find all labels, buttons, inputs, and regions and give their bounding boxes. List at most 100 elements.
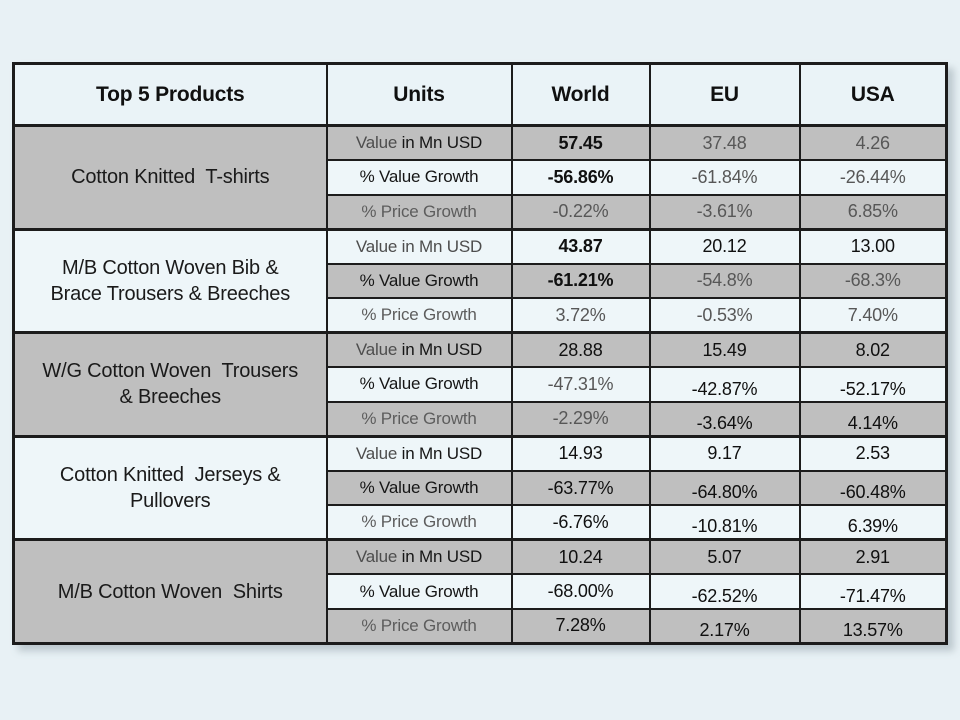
- table-row: % Price Growth -0.22% -3.61% 6.85%: [14, 193, 948, 231]
- table-row: % Value Growth -47.31% -42.87% -52.17%: [14, 366, 948, 403]
- unit-label-part: Value: [355, 133, 402, 153]
- unit-label-part: in Mn USD: [401, 547, 483, 567]
- value-cell-usa: 4.14%: [798, 400, 948, 438]
- value-cell-world: -56.86%: [510, 159, 651, 196]
- table-row: M/B Cotton Woven Bib & Brace Trousers & …: [12, 227, 948, 334]
- table-row: M/B Cotton Woven Shirts Value in Mn USD …: [12, 538, 948, 645]
- product-cell: M/B Cotton Woven Bib & Brace Trousers & …: [12, 227, 328, 334]
- value-cell-usa: 6.39%: [798, 504, 948, 541]
- unit-cell: % Price Growth: [325, 400, 513, 438]
- unit-cell: Value in Mn USD: [325, 331, 513, 369]
- col-header-usa: USA: [798, 62, 948, 127]
- value-cell-eu: 2.17%: [648, 607, 801, 645]
- value-cell-world: -47.31%: [510, 366, 651, 403]
- unit-label-part: in Mn USD: [401, 236, 483, 256]
- value-cell-eu: -61.84%: [648, 159, 801, 196]
- top5-products-table: Top 5 Products Units World EU USA Cotton…: [12, 62, 948, 645]
- value-cell-usa: -71.47%: [798, 573, 948, 610]
- unit-label-part: % Price Growth: [361, 512, 477, 532]
- unit-cell: % Price Growth: [325, 607, 513, 645]
- product-group-3: W/G Cotton Woven Trousers & Breeches Val…: [12, 331, 948, 438]
- value-cell-eu: 9.17: [648, 434, 801, 472]
- value-cell-world: 7.28%: [510, 607, 651, 645]
- unit-label-part: % Value Growth: [359, 167, 479, 187]
- value-cell-world: 14.93: [510, 434, 651, 472]
- unit-cell: % Value Growth: [325, 262, 513, 300]
- table-row: Cotton Knitted T-shirts Value in Mn USD …: [12, 124, 948, 231]
- value-cell-eu: -3.64%: [648, 400, 801, 438]
- unit-label-part: % Price Growth: [361, 201, 477, 221]
- product-cell: Cotton Knitted Jerseys & Pullovers: [12, 434, 328, 541]
- table-row: % Value Growth -61.21% -54.8% -68.3%: [14, 262, 948, 300]
- value-cell-world: 43.87: [510, 227, 651, 265]
- value-cell-world: 3.72%: [510, 297, 651, 334]
- product-group-1: Cotton Knitted T-shirts Value in Mn USD …: [12, 124, 948, 231]
- unit-cell: % Price Growth: [325, 193, 513, 231]
- unit-cell: % Value Growth: [325, 366, 513, 403]
- value-cell-eu: 15.49: [648, 331, 801, 369]
- value-cell-usa: 2.53: [798, 434, 948, 472]
- unit-label-part: Value: [355, 547, 402, 567]
- table-row: % Value Growth -63.77% -64.80% -60.48%: [14, 469, 948, 507]
- value-cell-eu: -0.53%: [648, 297, 801, 334]
- unit-label-part: % Price Growth: [361, 305, 477, 325]
- table-row: % Price Growth 3.72% -0.53% 7.40%: [14, 297, 948, 334]
- value-cell-eu: 20.12: [648, 227, 801, 265]
- product-group-5: M/B Cotton Woven Shirts Value in Mn USD …: [12, 538, 948, 645]
- value-cell-usa: 6.85%: [798, 193, 948, 231]
- value-cell-world: -0.22%: [510, 193, 651, 231]
- table-row: % Price Growth -2.29% -3.64% 4.14%: [14, 400, 948, 438]
- value-cell-eu: -42.87%: [648, 366, 801, 403]
- value-cell-usa: -52.17%: [798, 366, 948, 403]
- product-cell: Cotton Knitted T-shirts: [12, 124, 328, 231]
- value-cell-world: -6.76%: [510, 504, 651, 541]
- value-cell-eu: -10.81%: [648, 504, 801, 541]
- table-row: % Price Growth 7.28% 2.17% 13.57%: [14, 607, 948, 645]
- value-cell-world: -2.29%: [510, 400, 651, 438]
- unit-cell: Value in Mn USD: [325, 227, 513, 265]
- unit-label-part: in Mn USD: [401, 443, 483, 463]
- col-header-world: World: [510, 62, 651, 127]
- value-cell-usa: -60.48%: [798, 469, 948, 507]
- table-row: Cotton Knitted Jerseys & Pullovers Value…: [12, 434, 948, 541]
- product-cell: M/B Cotton Woven Shirts: [12, 538, 328, 645]
- value-cell-eu: -3.61%: [648, 193, 801, 231]
- unit-cell: % Price Growth: [325, 504, 513, 541]
- unit-label-part: Value: [355, 443, 402, 463]
- unit-label-part: % Value Growth: [359, 374, 479, 394]
- unit-label-part: Value: [355, 236, 402, 256]
- value-cell-usa: 4.26: [798, 124, 948, 162]
- col-header-products: Top 5 Products: [12, 62, 328, 127]
- unit-cell: % Value Growth: [325, 469, 513, 507]
- unit-cell: % Price Growth: [325, 297, 513, 334]
- product-group-2: M/B Cotton Woven Bib & Brace Trousers & …: [12, 227, 948, 334]
- unit-label-part: % Price Growth: [361, 408, 477, 428]
- value-cell-world: -61.21%: [510, 262, 651, 300]
- table-header: Top 5 Products Units World EU USA: [12, 62, 948, 127]
- table-row: W/G Cotton Woven Trousers & Breeches Val…: [12, 331, 948, 438]
- value-cell-world: 10.24: [510, 538, 651, 576]
- unit-label-part: % Value Growth: [359, 478, 479, 498]
- col-header-eu: EU: [648, 62, 801, 127]
- unit-label-part: in Mn USD: [401, 340, 483, 360]
- table-row: % Value Growth -68.00% -62.52% -71.47%: [14, 573, 948, 610]
- value-cell-world: -68.00%: [510, 573, 651, 610]
- value-cell-world: 28.88: [510, 331, 651, 369]
- value-cell-usa: 2.91: [798, 538, 948, 576]
- value-cell-world: -63.77%: [510, 469, 651, 507]
- unit-cell: Value in Mn USD: [325, 124, 513, 162]
- product-group-4: Cotton Knitted Jerseys & Pullovers Value…: [12, 434, 948, 541]
- value-cell-usa: 13.00: [798, 227, 948, 265]
- value-cell-eu: -64.80%: [648, 469, 801, 507]
- value-cell-eu: -54.8%: [648, 262, 801, 300]
- value-cell-eu: 5.07: [648, 538, 801, 576]
- value-cell-usa: -68.3%: [798, 262, 948, 300]
- unit-cell: % Value Growth: [325, 159, 513, 196]
- value-cell-usa: -26.44%: [798, 159, 948, 196]
- value-cell-eu: 37.48: [648, 124, 801, 162]
- unit-label-part: % Value Growth: [359, 270, 479, 290]
- unit-cell: % Value Growth: [325, 573, 513, 610]
- unit-cell: Value in Mn USD: [325, 538, 513, 576]
- value-cell-usa: 13.57%: [798, 607, 948, 645]
